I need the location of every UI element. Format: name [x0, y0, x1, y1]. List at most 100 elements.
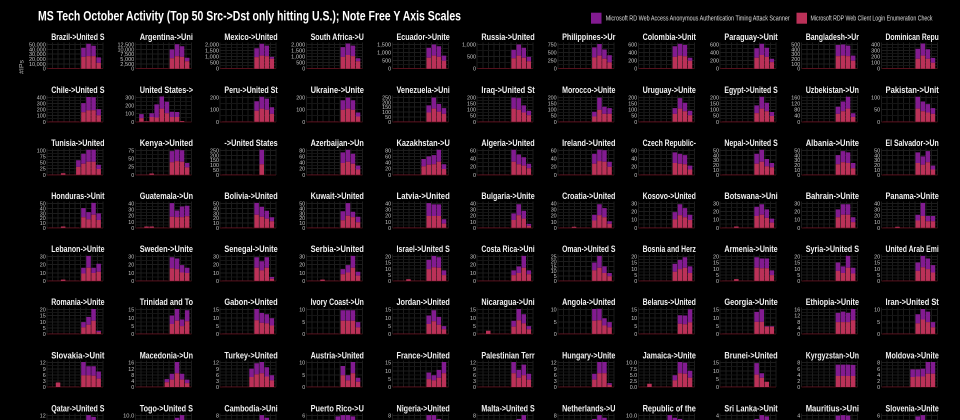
- svg-text:0: 0: [797, 279, 800, 285]
- svg-text:15: 15: [385, 361, 391, 367]
- svg-text:10: 10: [794, 218, 800, 224]
- svg-text:80: 80: [794, 108, 800, 114]
- svg-text:8: 8: [473, 414, 476, 420]
- svg-text:Slovenia->Unite: Slovenia->Unite: [886, 402, 939, 413]
- svg-text:5: 5: [388, 324, 391, 330]
- svg-text:0: 0: [43, 332, 46, 338]
- svg-text:2: 2: [797, 379, 800, 385]
- svg-text:30: 30: [551, 208, 557, 214]
- svg-text:10: 10: [385, 369, 391, 375]
- svg-text:50: 50: [874, 108, 880, 114]
- svg-text:200: 200: [710, 59, 719, 65]
- svg-text:10: 10: [551, 308, 557, 314]
- svg-text:75: 75: [40, 155, 46, 161]
- svg-text:50: 50: [874, 149, 880, 155]
- svg-text:Kuwait->United: Kuwait->United: [311, 190, 365, 201]
- svg-text:15: 15: [713, 308, 719, 314]
- svg-text:60: 60: [299, 155, 305, 161]
- svg-text:0: 0: [797, 173, 800, 179]
- svg-text:5: 5: [302, 373, 305, 379]
- svg-text:0: 0: [473, 332, 476, 338]
- svg-text:500: 500: [296, 61, 305, 67]
- svg-text:15: 15: [631, 308, 637, 314]
- svg-text:15: 15: [713, 261, 719, 267]
- svg-text:400: 400: [710, 51, 719, 57]
- svg-text:750: 750: [548, 42, 557, 48]
- svg-text:20: 20: [631, 165, 637, 171]
- svg-text:Albania->Unite: Albania->Unite: [806, 137, 859, 148]
- svg-text:9: 9: [43, 367, 46, 373]
- svg-text:0: 0: [716, 332, 719, 338]
- svg-text:6: 6: [302, 414, 305, 420]
- svg-text:Microsoft RD Web Access Anonym: Microsoft RD Web Access Anonymous Authen…: [606, 16, 791, 23]
- svg-text:0: 0: [302, 279, 305, 285]
- svg-text:60: 60: [631, 149, 637, 155]
- svg-text:Turkey->United: Turkey->United: [224, 349, 278, 360]
- svg-text:0: 0: [554, 385, 557, 391]
- svg-text:20: 20: [385, 255, 391, 261]
- svg-text:12: 12: [794, 314, 800, 320]
- svg-text:75: 75: [128, 149, 134, 155]
- svg-text:0: 0: [302, 226, 305, 232]
- svg-text:Trinidad and To: Trinidad and To: [140, 296, 194, 307]
- svg-text:10: 10: [874, 308, 880, 314]
- svg-text:20: 20: [128, 263, 134, 269]
- svg-text:Austria->United: Austria->United: [311, 349, 365, 360]
- svg-text:Argentina->Uni: Argentina->Uni: [140, 31, 193, 42]
- svg-text:20: 20: [470, 263, 476, 269]
- svg-text:150: 150: [467, 102, 476, 108]
- svg-text:Lebanon->Unite: Lebanon->Unite: [51, 243, 104, 254]
- svg-text:30: 30: [470, 208, 476, 214]
- svg-text:40: 40: [385, 161, 391, 167]
- svg-text:Hungary->Unite: Hungary->Unite: [562, 349, 615, 360]
- svg-text:1,000: 1,000: [291, 55, 305, 61]
- svg-text:Serbia->United: Serbia->United: [311, 243, 365, 254]
- svg-text:20: 20: [385, 214, 391, 220]
- svg-text:1,500: 1,500: [377, 42, 391, 48]
- svg-text:200: 200: [210, 96, 219, 102]
- svg-text:0: 0: [131, 385, 134, 391]
- svg-text:5: 5: [877, 273, 880, 279]
- svg-text:0: 0: [634, 120, 637, 126]
- svg-text:1,000: 1,000: [377, 51, 391, 57]
- svg-text:4: 4: [797, 414, 800, 420]
- svg-text:0: 0: [716, 67, 719, 73]
- svg-text:500: 500: [791, 42, 800, 48]
- svg-text:0: 0: [716, 385, 719, 391]
- svg-text:30: 30: [874, 208, 880, 214]
- svg-text:5: 5: [388, 273, 391, 279]
- svg-text:Jordan->United: Jordan->United: [397, 296, 451, 307]
- svg-text:10.0: 10.0: [626, 414, 637, 420]
- svg-text:10: 10: [713, 218, 719, 224]
- svg-text:8: 8: [797, 320, 800, 326]
- svg-text:2,000: 2,000: [291, 42, 305, 48]
- svg-text:10: 10: [128, 271, 134, 277]
- svg-text:0: 0: [216, 385, 219, 391]
- svg-text:300: 300: [871, 49, 880, 55]
- svg-text:12: 12: [40, 361, 46, 367]
- svg-text:100: 100: [37, 149, 46, 155]
- svg-text:30: 30: [631, 202, 637, 208]
- svg-text:30: 30: [470, 255, 476, 261]
- svg-text:10: 10: [551, 220, 557, 226]
- svg-text:Belarus->United: Belarus->United: [643, 296, 696, 307]
- svg-text:9: 9: [216, 367, 219, 373]
- svg-text:Honduras->Unit: Honduras->Unit: [51, 190, 104, 201]
- svg-text:0: 0: [388, 173, 391, 179]
- svg-text:5: 5: [302, 320, 305, 326]
- svg-text:10: 10: [40, 271, 46, 277]
- svg-text:5: 5: [634, 273, 637, 279]
- svg-text:1,000: 1,000: [205, 55, 219, 61]
- svg-text:100: 100: [710, 108, 719, 114]
- svg-text:200: 200: [382, 100, 391, 106]
- svg-text:Peru->United St: Peru->United St: [224, 84, 277, 95]
- svg-text:200: 200: [210, 153, 219, 159]
- svg-text:10: 10: [713, 267, 719, 273]
- svg-text:100: 100: [871, 61, 880, 67]
- svg-text:0: 0: [388, 279, 391, 285]
- svg-text:10: 10: [713, 369, 719, 375]
- svg-text:Bulgaria->Unite: Bulgaria->Unite: [481, 190, 534, 201]
- svg-text:0: 0: [131, 279, 134, 285]
- svg-text:0: 0: [797, 385, 800, 391]
- svg-text:1,500: 1,500: [205, 49, 219, 55]
